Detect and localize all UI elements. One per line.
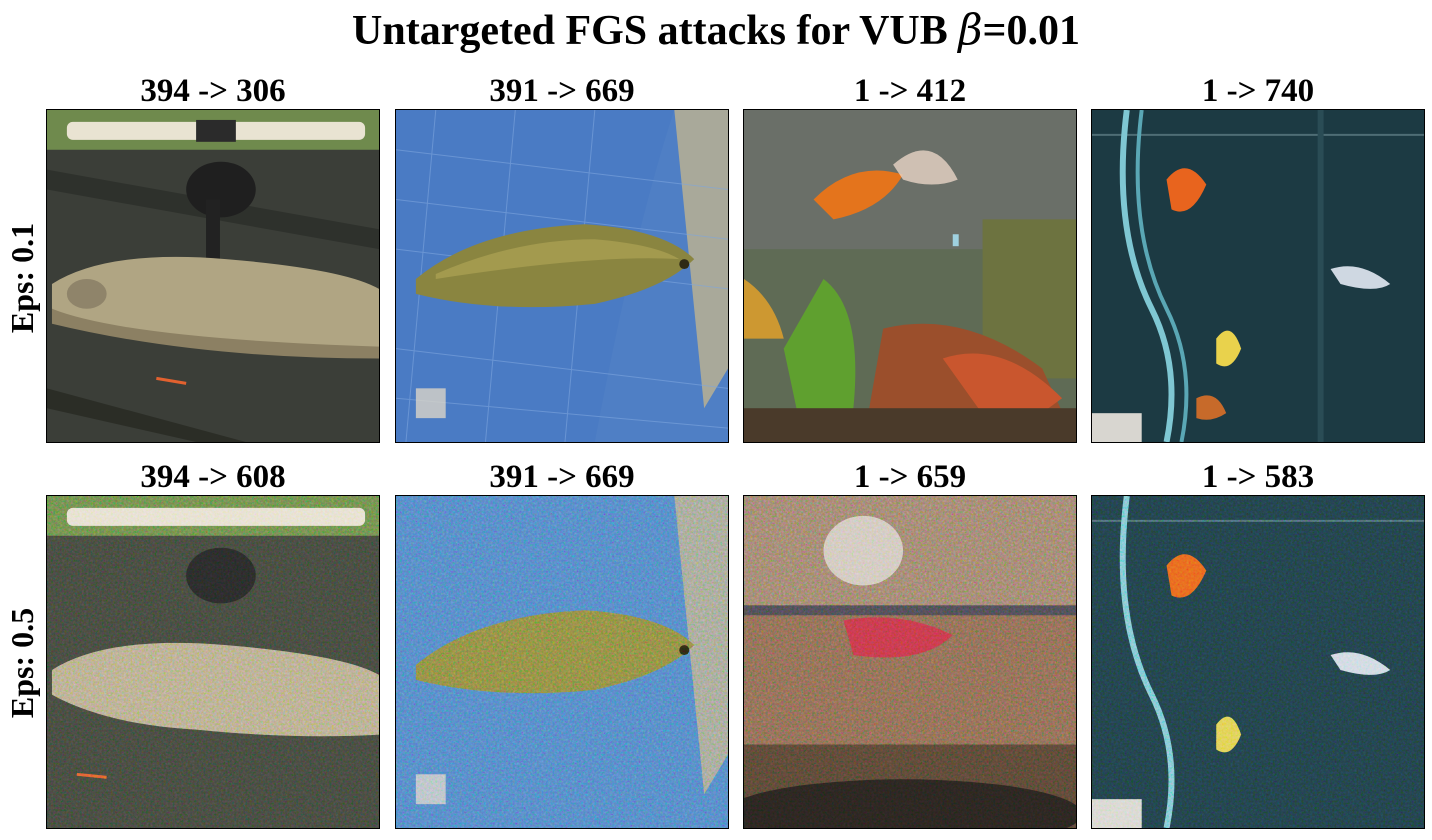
row-label-eps-0-1: Eps: 0.1 bbox=[4, 222, 40, 334]
caption-r2-c3: 1 -> 659 bbox=[853, 459, 967, 495]
caption-r2-c4: 1 -> 583 bbox=[1201, 459, 1315, 495]
image-tench-net-eps05 bbox=[395, 495, 729, 829]
image-goldfish-aquarium-eps01 bbox=[743, 109, 1077, 443]
caption-r2-c2: 391 -> 669 bbox=[489, 459, 635, 495]
caption-r1-c2: 391 -> 669 bbox=[489, 73, 635, 109]
caption-r1-c1: 394 -> 306 bbox=[140, 73, 286, 109]
title-prefix: Untargeted FGS attacks for VUB bbox=[352, 8, 959, 54]
caption-r1-c4: 1 -> 740 bbox=[1201, 73, 1315, 109]
title-beta: β bbox=[958, 5, 983, 54]
image-dark-aquarium-eps01 bbox=[1091, 109, 1425, 443]
row-label-eps-0-5: Eps: 0.5 bbox=[4, 607, 40, 719]
image-tench-rod-eps01 bbox=[46, 109, 380, 443]
caption-r2-c1: 394 -> 608 bbox=[140, 459, 286, 495]
image-dark-aquarium-eps05 bbox=[1091, 495, 1425, 829]
image-tench-rod-eps05 bbox=[46, 495, 380, 829]
image-goldfish-bowl-eps05 bbox=[743, 495, 1077, 829]
figure-title: Untargeted FGS attacks for VUB β=0.01 bbox=[0, 4, 1432, 57]
image-tench-net-eps01 bbox=[395, 109, 729, 443]
title-suffix: =0.01 bbox=[982, 8, 1080, 54]
caption-r1-c3: 1 -> 412 bbox=[853, 73, 967, 109]
